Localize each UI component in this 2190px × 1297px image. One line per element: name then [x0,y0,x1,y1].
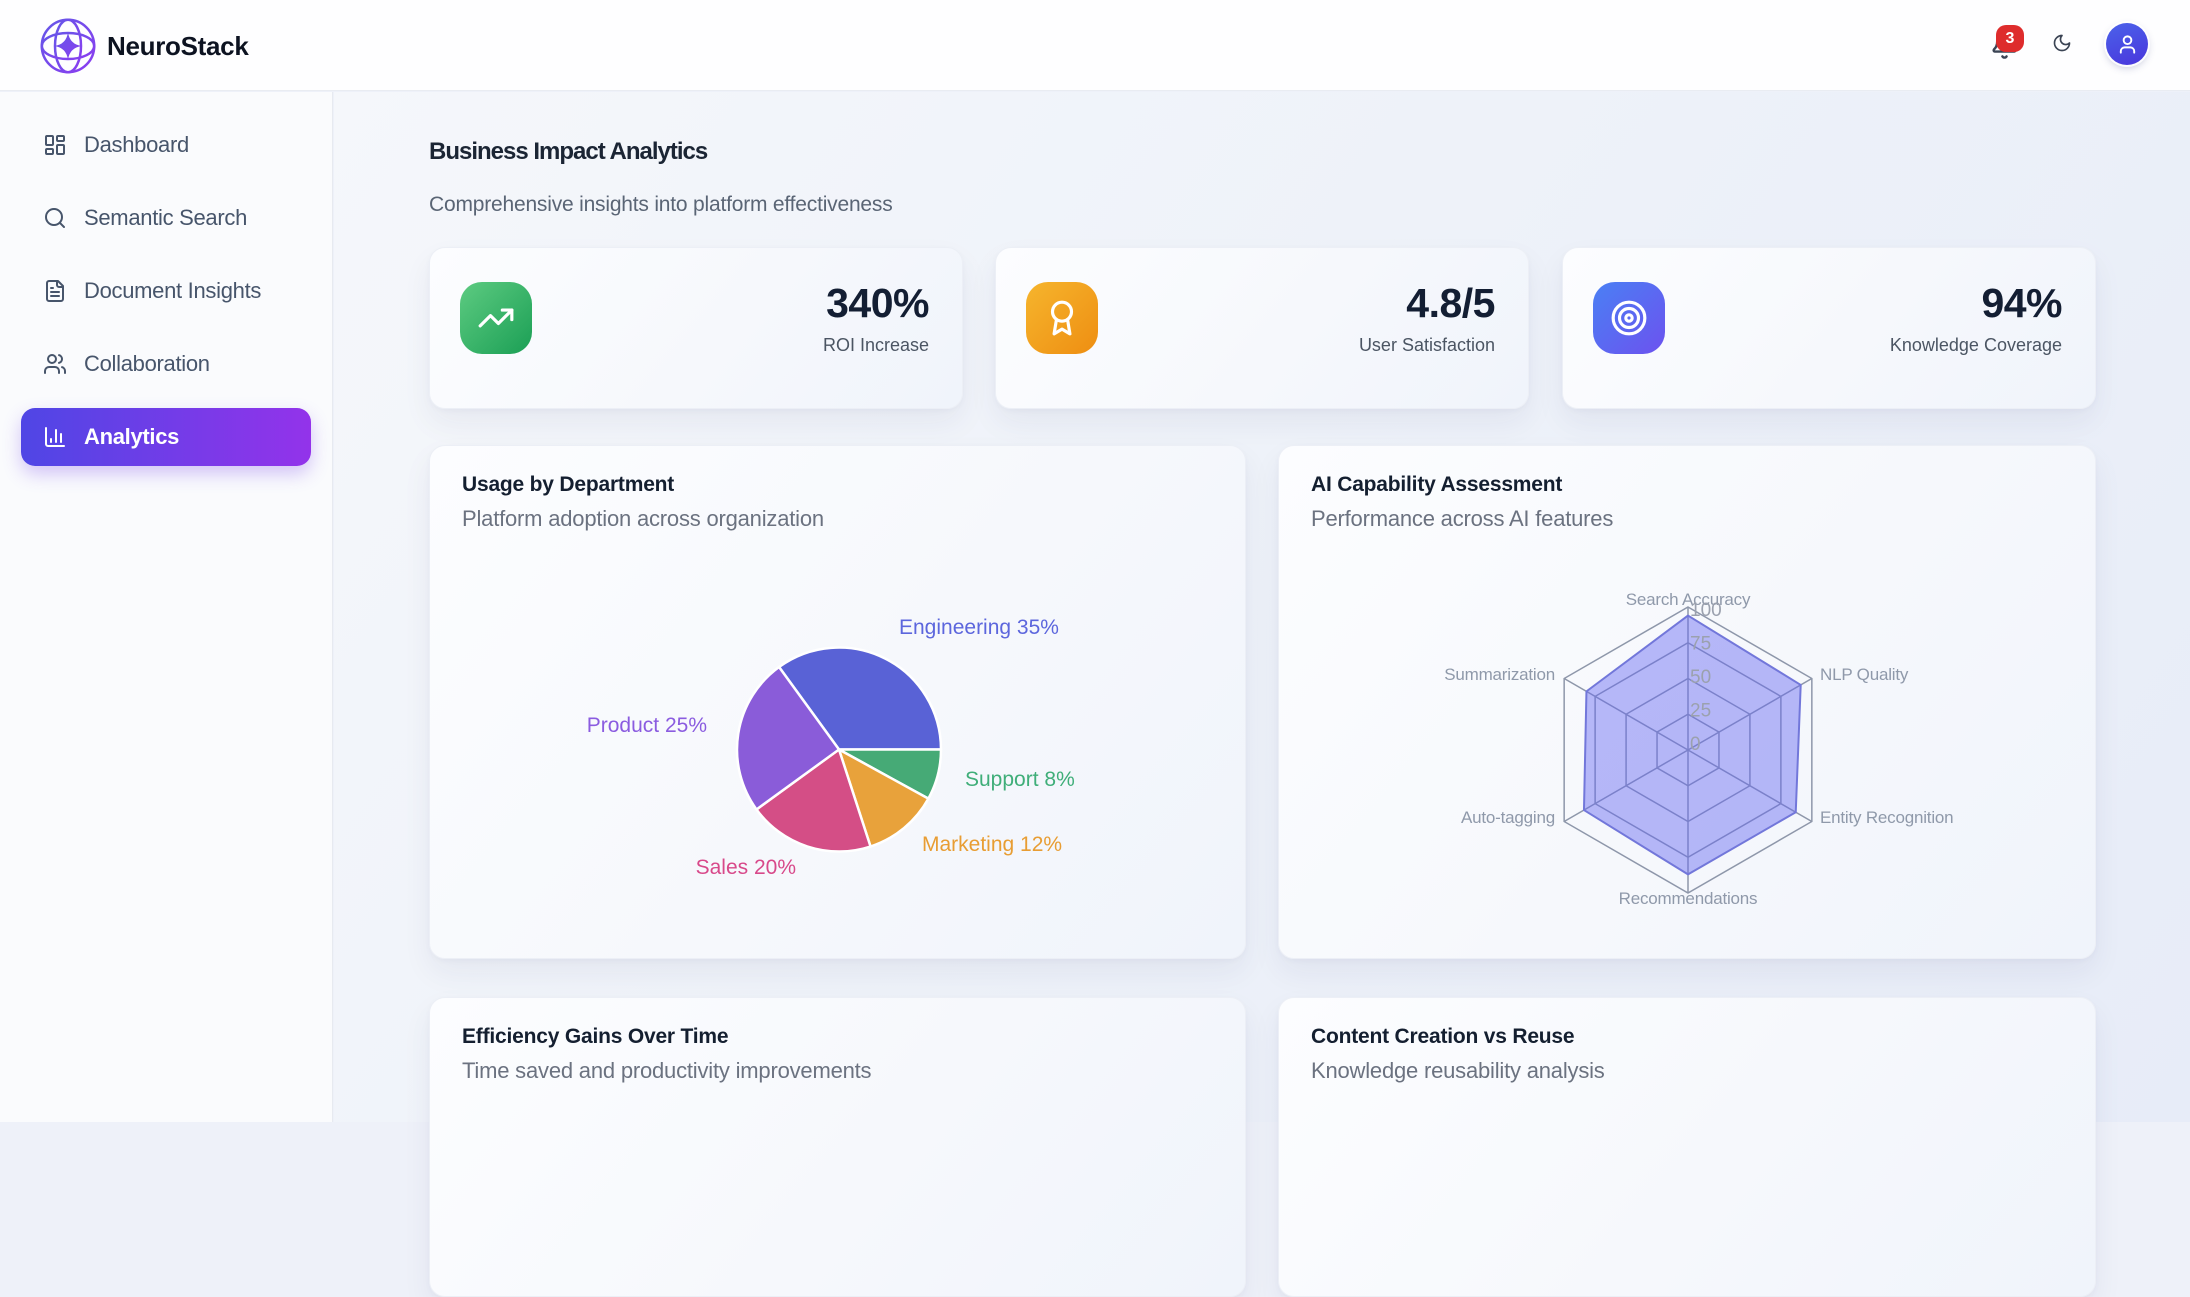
svg-text:25: 25 [1690,701,1711,722]
svg-text:Product 25%: Product 25% [587,714,707,737]
svg-text:Engineering 35%: Engineering 35% [899,616,1059,639]
svg-text:75: 75 [1690,634,1711,655]
svg-text:100: 100 [1690,600,1722,621]
svg-text:50: 50 [1690,667,1711,688]
svg-text:Marketing 12%: Marketing 12% [922,833,1062,856]
svg-text:Search Accuracy: Search Accuracy [1626,590,1751,609]
svg-text:Recommendations: Recommendations [1619,889,1758,908]
svg-text:Auto-tagging: Auto-tagging [1461,808,1555,827]
svg-text:0: 0 [1690,734,1701,755]
svg-text:Support 8%: Support 8% [965,768,1075,791]
svg-text:Entity Recognition: Entity Recognition [1820,808,1953,827]
svg-text:NLP Quality: NLP Quality [1820,665,1909,684]
svg-text:Sales 20%: Sales 20% [696,856,796,879]
svg-text:Summarization: Summarization [1444,665,1555,684]
